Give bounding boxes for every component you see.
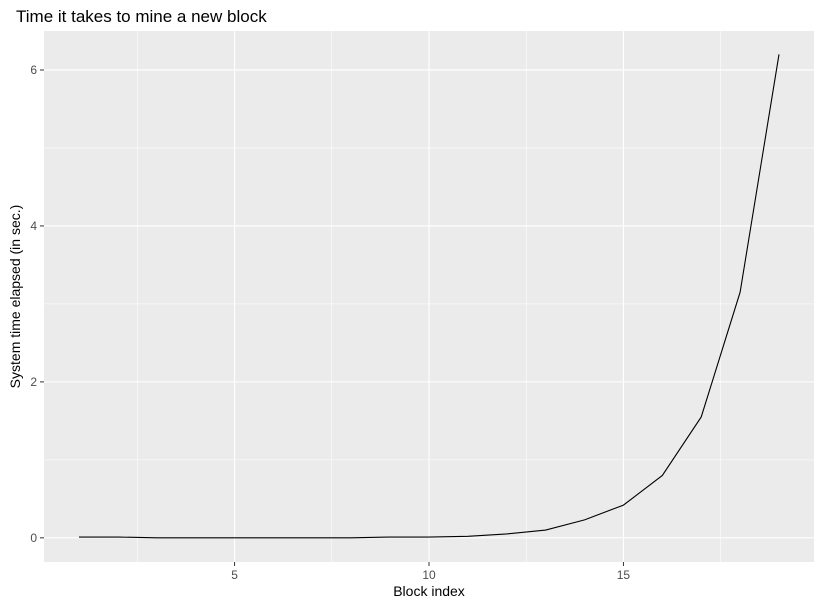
x-tick-label: 15 [617,568,631,582]
y-tick-label: 0 [30,531,37,545]
axis-tick-labels: 5 10 15 0 2 4 6 [30,63,630,582]
y-tick-label: 2 [30,375,37,389]
x-tick-label: 5 [231,568,238,582]
axis-ticks [40,69,624,566]
y-tick-label: 4 [30,219,37,233]
y-axis-label: System time elapsed (in sec.) [7,205,23,389]
x-tick-label: 10 [422,568,436,582]
chart-title: Time it takes to mine a new block [16,7,267,26]
y-tick-label: 6 [30,63,37,77]
series-line [79,54,780,539]
x-axis-label: Block index [393,583,465,599]
